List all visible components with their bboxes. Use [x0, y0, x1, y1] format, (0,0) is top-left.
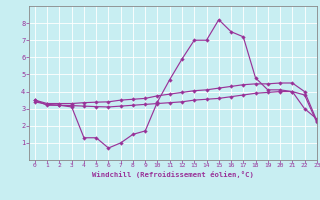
X-axis label: Windchill (Refroidissement éolien,°C): Windchill (Refroidissement éolien,°C): [92, 171, 254, 178]
